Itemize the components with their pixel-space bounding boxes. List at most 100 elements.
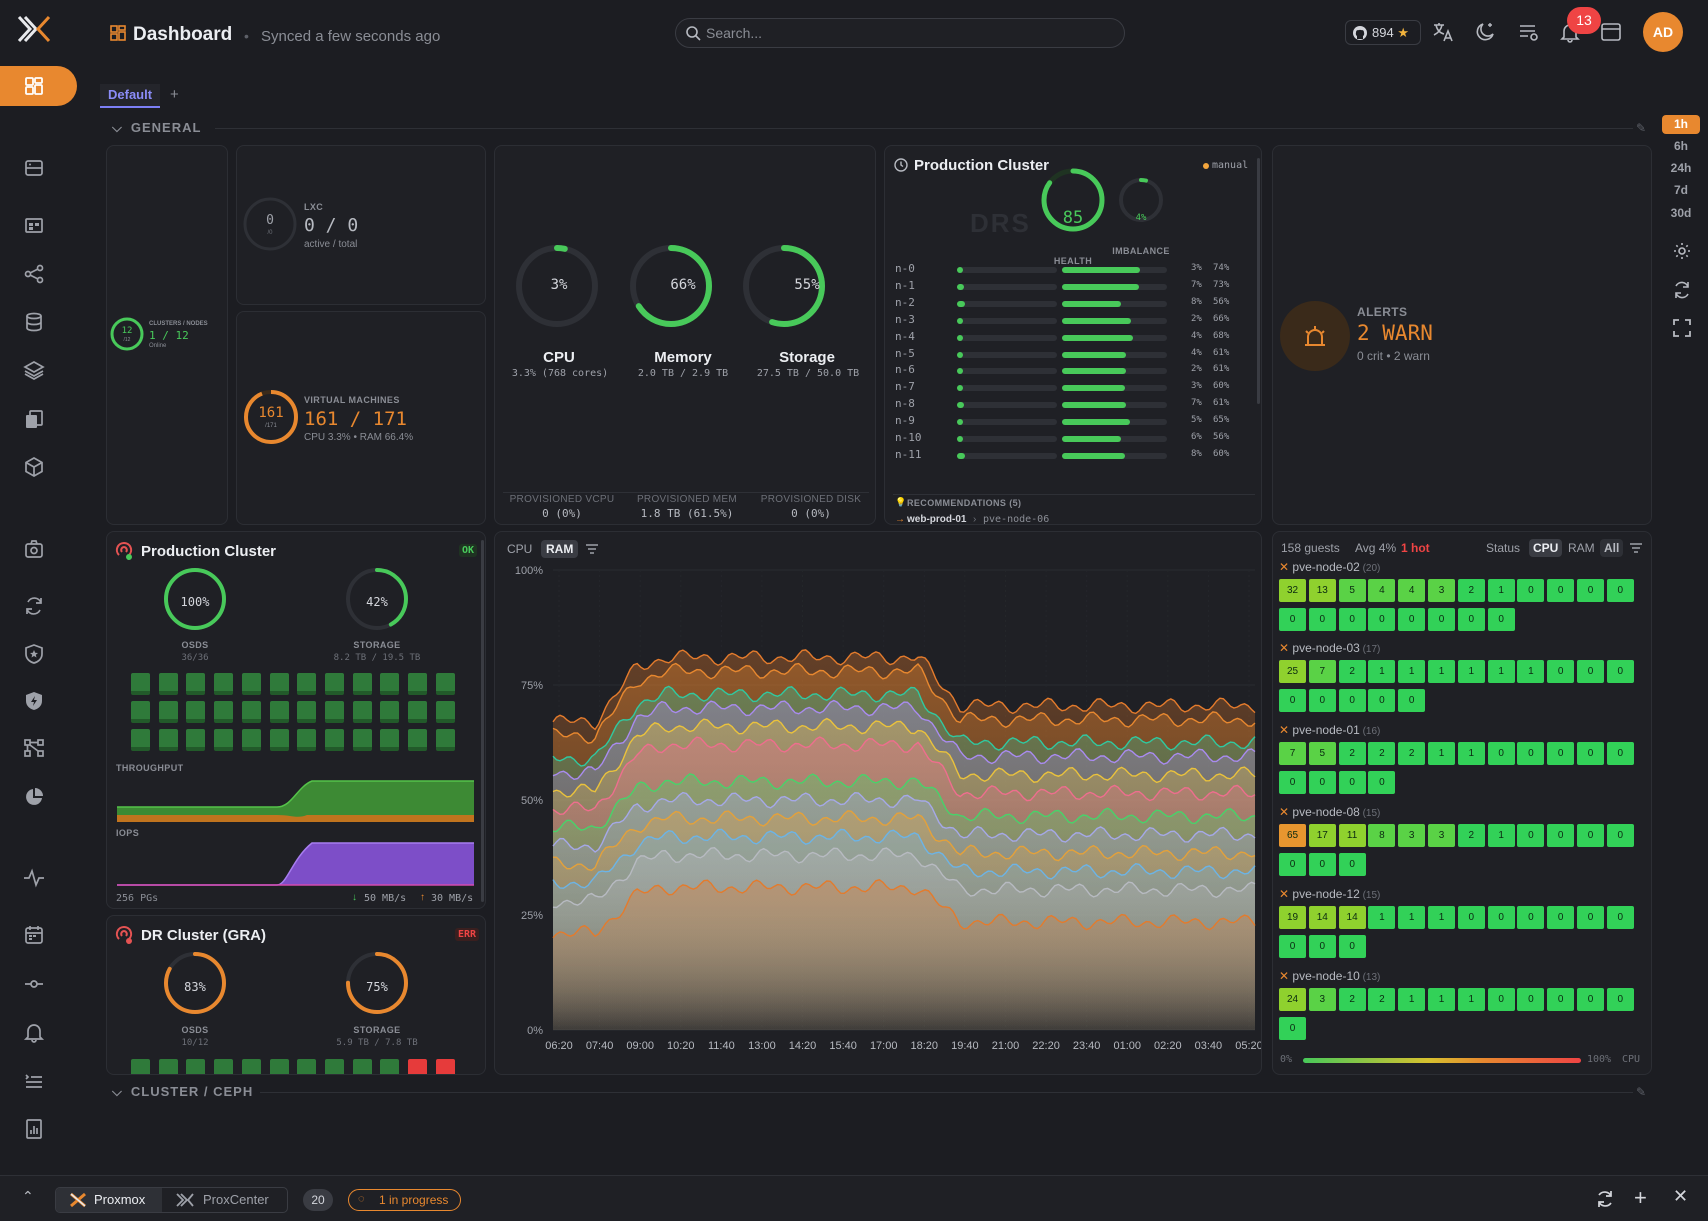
- heatmap-guest-cell[interactable]: 0: [1547, 742, 1575, 765]
- osd-up-icon[interactable]: [131, 1059, 150, 1074]
- lxc-card[interactable]: 0 /0 LXC 0 / 0 active / total: [236, 145, 486, 305]
- tab-default[interactable]: Default: [100, 84, 161, 108]
- calendar-icon[interactable]: [23, 924, 45, 946]
- osd-up-icon[interactable]: [131, 729, 150, 751]
- heatmap-guest-cell[interactable]: 0: [1338, 689, 1366, 712]
- heatmap-guest-cell[interactable]: 0: [1338, 608, 1366, 631]
- chevron-up-icon[interactable]: ⌃: [22, 1188, 34, 1204]
- drs-node-row[interactable]: n-11 8% 60%: [895, 448, 1261, 464]
- osd-up-icon[interactable]: [408, 701, 427, 723]
- heatmap-guest-cell[interactable]: 0: [1517, 579, 1545, 602]
- heatmap-guest-cell[interactable]: 24: [1279, 988, 1306, 1011]
- drs-node-row[interactable]: n-10 6% 56%: [895, 431, 1261, 447]
- heatmap-guest-cell[interactable]: 0: [1606, 660, 1634, 683]
- heatmap-guest-cell[interactable]: 0: [1517, 742, 1545, 765]
- pie-chart-icon[interactable]: [23, 786, 45, 808]
- heatmap-guest-cell[interactable]: 0: [1487, 608, 1515, 631]
- heatmap-guest-cell[interactable]: 11: [1338, 824, 1366, 847]
- heatmap-guest-cell[interactable]: 0: [1428, 608, 1455, 631]
- section-general-header[interactable]: ⌵ GENERAL: [112, 120, 201, 136]
- tasks-progress-button[interactable]: ◌ 1 in progress: [348, 1189, 461, 1211]
- activity-icon[interactable]: [23, 867, 45, 889]
- heatmap-guest-cell[interactable]: 0: [1279, 1017, 1306, 1040]
- heatmap-guest-cell[interactable]: 3: [1428, 579, 1455, 602]
- heatmap-guest-cell[interactable]: 5: [1338, 579, 1366, 602]
- drs-node-row[interactable]: n-1 7% 73%: [895, 279, 1261, 295]
- proxcenter-logo-icon[interactable]: [16, 14, 52, 44]
- heatmap-guest-cell[interactable]: 0: [1368, 771, 1396, 794]
- heatmap-guest-cell[interactable]: 0: [1547, 906, 1575, 929]
- heatmap-guest-cell[interactable]: 0: [1308, 689, 1336, 712]
- time-range-6h[interactable]: 6h: [1673, 139, 1688, 153]
- heatmap-guest-cell[interactable]: 13: [1308, 579, 1336, 602]
- heatmap-guest-cell[interactable]: 4: [1398, 579, 1426, 602]
- heatmap-guest-cell[interactable]: 0: [1338, 935, 1366, 958]
- heatmap-guest-cell[interactable]: 1: [1487, 660, 1515, 683]
- heatmap-guest-cell[interactable]: 1: [1457, 660, 1485, 683]
- heatmap-node-header[interactable]: ✕ pve-node-08 (15): [1279, 805, 1380, 819]
- heatmap-guest-cell[interactable]: 0: [1487, 988, 1515, 1011]
- github-stars-button[interactable]: 894 ★: [1345, 20, 1421, 45]
- heatmap-guest-cell[interactable]: 2: [1368, 988, 1396, 1011]
- heatmap-guest-cell[interactable]: 0: [1517, 824, 1545, 847]
- heatmap-node-header[interactable]: ✕ pve-node-01 (16): [1279, 723, 1380, 737]
- heatmap-guest-cell[interactable]: 5: [1308, 742, 1336, 765]
- heatmap-tab-all[interactable]: All: [1600, 539, 1624, 557]
- drs-node-row[interactable]: n-3 2% 66%: [895, 313, 1261, 329]
- drs-card[interactable]: Production Cluster manual DRS 85 HEALTH …: [884, 145, 1262, 525]
- osd-up-icon[interactable]: [214, 673, 234, 695]
- heatmap-guest-cell[interactable]: 19: [1279, 906, 1306, 929]
- heatmap-guest-cell[interactable]: 0: [1279, 853, 1306, 876]
- tab-proxcenter[interactable]: ProxCenter: [163, 1188, 287, 1212]
- heatmap-tab-ram[interactable]: RAM: [1568, 541, 1595, 555]
- task-list-icon[interactable]: [23, 1070, 45, 1092]
- heatmap-guest-cell[interactable]: 3: [1428, 824, 1455, 847]
- tab-proxmox[interactable]: Proxmox: [56, 1188, 162, 1212]
- heatmap-guest-cell[interactable]: 0: [1368, 689, 1396, 712]
- heatmap-guest-cell[interactable]: 0: [1606, 824, 1634, 847]
- heatmap-tab-cpu[interactable]: CPU: [1529, 539, 1563, 557]
- drs-rec-vm[interactable]: web-prod-01: [907, 514, 967, 525]
- osd-up-icon[interactable]: [214, 729, 234, 751]
- heatmap-guest-cell[interactable]: 0: [1338, 771, 1366, 794]
- osd-up-icon[interactable]: [297, 701, 317, 723]
- osd-up-icon[interactable]: [408, 673, 427, 695]
- ceph-production-card[interactable]: Production Cluster OK 100% 42% OSDS STOR…: [106, 531, 486, 909]
- refresh-icon[interactable]: [1594, 1188, 1616, 1210]
- osd-up-icon[interactable]: [380, 701, 400, 723]
- heatmap-node-header[interactable]: ✕ pve-node-02 (20): [1279, 560, 1380, 574]
- osd-up-icon[interactable]: [408, 729, 427, 751]
- ceph-dr-card[interactable]: DR Cluster (GRA) ERR 83% 75% OSDS STORAG…: [106, 915, 486, 1075]
- osd-up-icon[interactable]: [380, 673, 400, 695]
- osd-up-icon[interactable]: [214, 701, 234, 723]
- virtual-machines-card[interactable]: 161 /171 VIRTUAL MACHINES 161 / 171 CPU …: [236, 311, 486, 525]
- heatmap-guest-cell[interactable]: 17: [1308, 824, 1336, 847]
- osd-up-icon[interactable]: [158, 1059, 178, 1074]
- settings-gear-icon[interactable]: [1672, 241, 1692, 261]
- heatmap-guest-cell[interactable]: 0: [1398, 689, 1426, 712]
- osd-up-icon[interactable]: [352, 1059, 372, 1074]
- osd-down-icon[interactable]: [408, 1059, 427, 1074]
- drs-node-row[interactable]: n-9 5% 65%: [895, 414, 1261, 430]
- osd-up-icon[interactable]: [380, 729, 400, 751]
- osd-up-icon[interactable]: [297, 673, 317, 695]
- osd-up-icon[interactable]: [241, 1059, 261, 1074]
- shield-bolt-icon[interactable]: [23, 690, 45, 712]
- report-icon[interactable]: [23, 1118, 45, 1140]
- heatmap-guest-cell[interactable]: 0: [1547, 988, 1575, 1011]
- heatmap-guest-cell[interactable]: 0: [1457, 906, 1485, 929]
- heatmap-guest-cell[interactable]: 0: [1368, 608, 1396, 631]
- filter-icon[interactable]: [585, 543, 599, 555]
- sidebar-item-dashboard[interactable]: [0, 66, 77, 106]
- fullscreen-icon[interactable]: [1672, 318, 1692, 338]
- osd-up-icon[interactable]: [269, 701, 289, 723]
- sync-icon[interactable]: [23, 595, 45, 617]
- heatmap-guest-cell[interactable]: 0: [1308, 608, 1336, 631]
- filter-icon[interactable]: [1629, 542, 1643, 554]
- heatmap-guest-cell[interactable]: 1: [1487, 579, 1515, 602]
- refresh-icon[interactable]: [1672, 280, 1692, 300]
- drs-node-row[interactable]: n-8 7% 61%: [895, 397, 1261, 413]
- drs-node-row[interactable]: n-7 3% 60%: [895, 380, 1261, 396]
- heatmap-guest-cell[interactable]: 0: [1547, 660, 1575, 683]
- heatmap-guest-cell[interactable]: 7: [1308, 660, 1336, 683]
